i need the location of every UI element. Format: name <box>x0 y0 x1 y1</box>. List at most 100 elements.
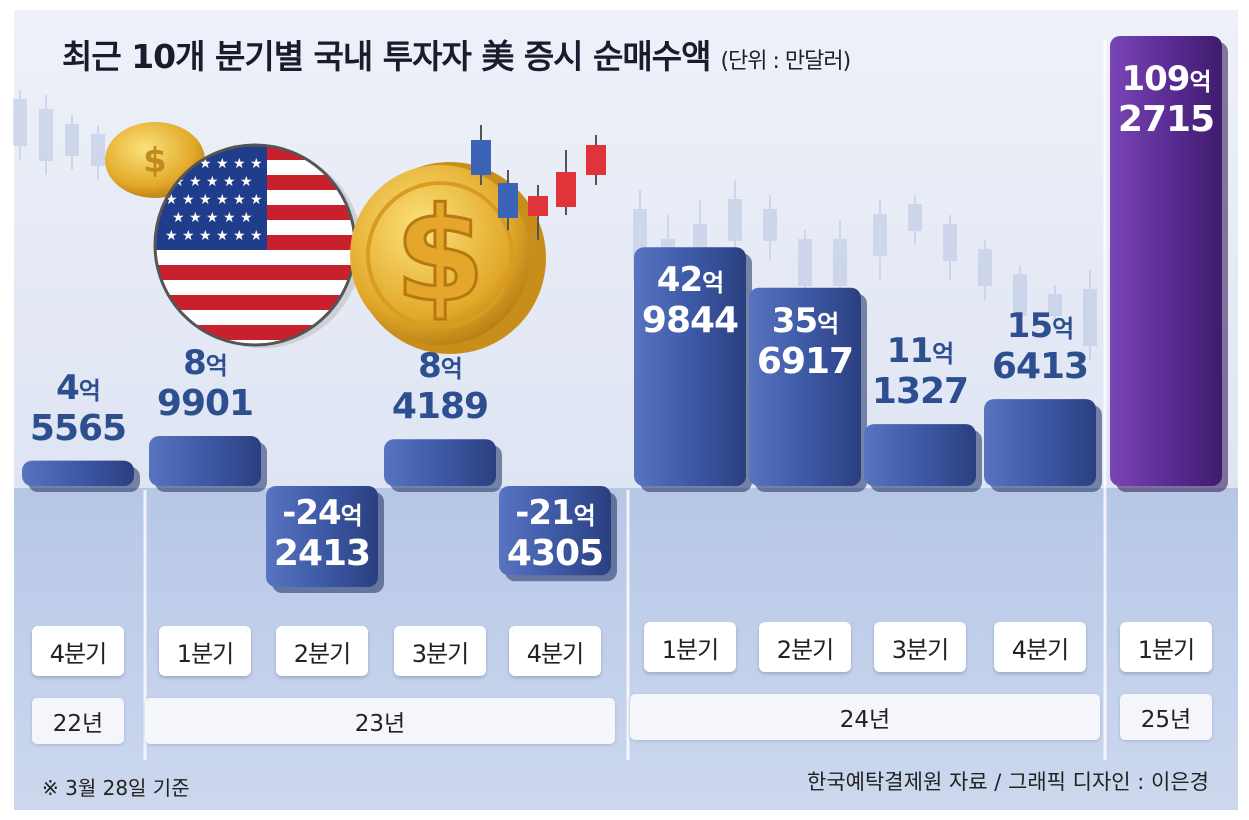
quarter-label: 4분기 <box>994 622 1086 672</box>
value-unit: 억 <box>702 269 724 298</box>
value-label: 15억 6413 <box>960 307 1120 386</box>
value-label-line2: 9844 <box>641 300 739 342</box>
value-eok: 8 <box>418 346 442 387</box>
bar-body <box>149 436 261 486</box>
svg-text:★ ★ ★ ★ ★ ★: ★ ★ ★ ★ ★ ★ <box>165 192 263 208</box>
value-unit: 억 <box>440 355 463 384</box>
value-label: -21억 4305 <box>475 494 635 573</box>
bar-body <box>266 486 378 588</box>
value-eok: 42 <box>656 260 703 301</box>
year-label: 25년 <box>1120 694 1212 740</box>
svg-text:★ ★ ★ ★ ★ ★: ★ ★ ★ ★ ★ ★ <box>165 228 263 244</box>
value-eok: 8 <box>183 343 207 384</box>
value-eok: 35 <box>771 300 818 341</box>
bar-5 <box>634 247 752 492</box>
value-eok: 109 <box>1121 59 1190 99</box>
svg-text:$: $ <box>395 179 485 331</box>
value-unit: 억 <box>1189 68 1211 96</box>
year-label: 22년 <box>32 698 124 744</box>
value-label: 8억 9901 <box>125 344 285 423</box>
value-label: 35억 6917 <box>725 302 885 381</box>
bar-body <box>634 247 746 486</box>
unit-label: (단위 : 만달러) <box>720 49 851 74</box>
value-label-line1: 109억 <box>1086 60 1246 101</box>
value-unit: 억 <box>78 376 101 405</box>
value-label: 4억 5565 <box>0 369 158 448</box>
bar-body <box>984 399 1096 486</box>
value-label-line2: 2413 <box>273 533 371 574</box>
bar-body <box>864 424 976 486</box>
bar-body <box>22 460 134 486</box>
value-eok: -21 <box>515 493 574 533</box>
value-label: 42억 9844 <box>610 261 770 340</box>
bar-0 <box>22 460 140 492</box>
value-label-line2: 2715 <box>1117 99 1215 140</box>
value-label-line2: 4305 <box>506 533 604 574</box>
footnote: ※ 3월 28일 기준 <box>42 776 190 800</box>
value-eok: 15 <box>1006 306 1053 347</box>
value-unit: 억 <box>340 502 363 530</box>
value-label: 109억 2715 <box>1086 60 1246 139</box>
bar-8 <box>984 399 1102 492</box>
us-flag-coin-icon: $ ★ ★ ★ ★ ★ ★ ★ ★ ★ ★ ★ ★ ★ ★ ★ ★ ★ ★ ★ … <box>105 122 362 348</box>
value-label-line1: 8억 <box>125 344 285 385</box>
bar-4 <box>499 486 617 582</box>
year-label: 23년 <box>145 698 615 744</box>
value-unit: 억 <box>573 502 596 530</box>
value-label-line2: 5565 <box>29 407 127 449</box>
value-label-line1: 11억 <box>840 332 1000 373</box>
value-label: 8억 4189 <box>360 347 520 426</box>
quarter-label: 1분기 <box>159 626 251 676</box>
quarter-label: 3분기 <box>874 622 966 672</box>
value-label: 11억 1327 <box>840 332 1000 411</box>
value-label-line2: 4189 <box>391 386 489 428</box>
value-label-line1: 8억 <box>360 347 520 388</box>
value-label-line1: 4억 <box>0 369 158 410</box>
value-label-line1: 35억 <box>725 302 885 343</box>
svg-text:$: $ <box>143 141 167 181</box>
dollar-coin-icon: $ <box>350 162 546 354</box>
bar-body <box>384 439 496 486</box>
bar-9 <box>1110 36 1228 492</box>
quarter-label: 1분기 <box>1120 622 1212 672</box>
value-label-line1: -21억 <box>475 494 635 535</box>
quarter-label: 2분기 <box>276 626 368 676</box>
svg-text:★ ★ ★ ★ ★: ★ ★ ★ ★ ★ <box>172 174 253 190</box>
value-label-line2: 6917 <box>756 340 854 382</box>
source-credit: 한국예탁결제원 자료 / 그래픽 디자인 : 이은경 <box>807 770 1209 794</box>
chart-title: 최근 10개 분기별 국내 투자자 美 증시 순매수액 (단위 : 만달러) <box>62 30 851 78</box>
value-label-line1: -24억 <box>242 494 402 535</box>
quarter-label: 4분기 <box>32 626 124 676</box>
bar-body <box>499 486 611 576</box>
value-unit: 억 <box>1052 315 1074 344</box>
bar-2 <box>266 486 384 594</box>
value-label-line2: 9901 <box>156 383 254 425</box>
quarter-label: 4분기 <box>509 626 601 676</box>
svg-text:★ ★ ★ ★ ★: ★ ★ ★ ★ ★ <box>172 210 253 226</box>
candlestick-icon <box>471 125 606 240</box>
value-unit: 억 <box>932 340 954 369</box>
value-unit: 억 <box>817 309 839 338</box>
bar-group <box>22 36 1228 594</box>
value-eok: 11 <box>886 331 933 372</box>
quarter-label: 3분기 <box>394 626 486 676</box>
quarter-label: 1분기 <box>644 622 736 672</box>
value-label-line1: 15억 <box>960 307 1120 348</box>
value-eok: 4 <box>56 367 80 408</box>
bar-1 <box>149 436 267 492</box>
value-unit: 억 <box>205 352 228 381</box>
bar-body <box>749 287 861 486</box>
title-text: 최근 10개 분기별 국내 투자자 美 증시 순매수액 <box>62 37 711 76</box>
value-label-line2: 1327 <box>871 371 969 413</box>
bar-3 <box>384 439 502 492</box>
value-eok: -24 <box>282 493 341 533</box>
value-label-line2: 6413 <box>991 346 1089 388</box>
bar-body <box>1110 36 1222 486</box>
year-label: 24년 <box>630 694 1100 740</box>
bar-7 <box>864 424 982 492</box>
value-label-line1: 42억 <box>610 261 770 302</box>
quarter-label: 2분기 <box>759 622 851 672</box>
value-label: -24억 2413 <box>242 494 402 573</box>
bar-6 <box>749 287 867 492</box>
